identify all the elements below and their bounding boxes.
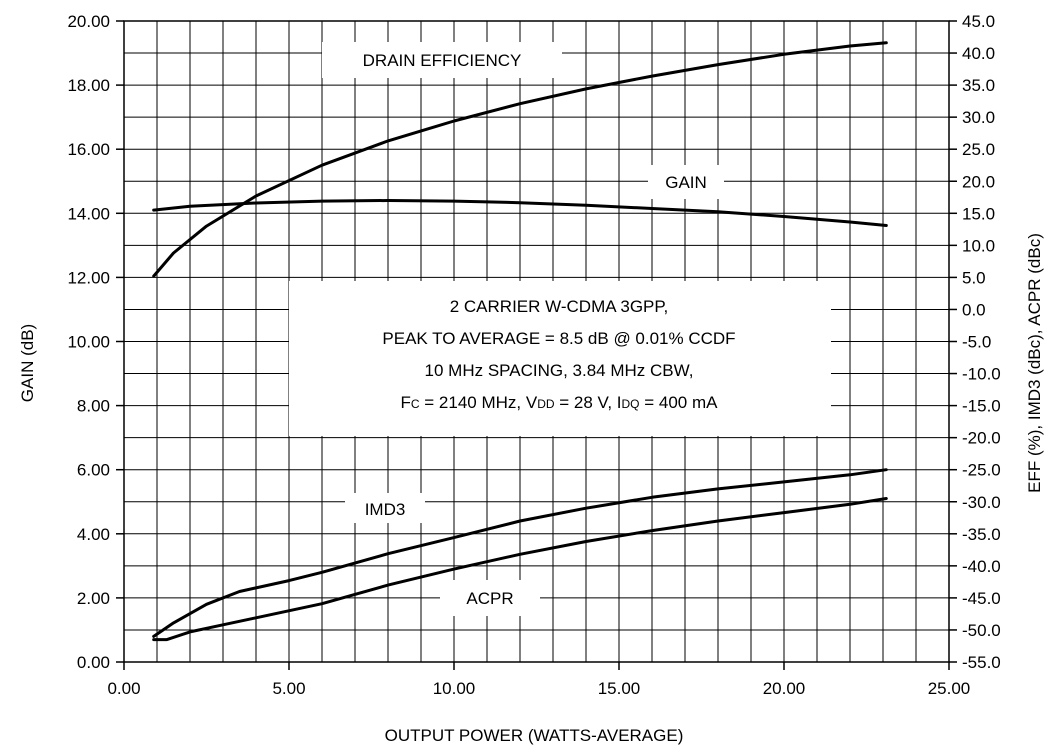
x-tick-label: 5.00 [272,679,305,698]
gain-label: GAIN [665,173,707,192]
gain-line [152,199,888,227]
y2-tick-label: -5.0 [962,333,991,352]
y-tick-label: 4.00 [77,525,110,544]
y-tick-label: 16.00 [67,140,110,159]
y2-tick-label: -20.0 [962,429,1001,448]
fc-value: = 2140 MHz, V [420,393,538,412]
y-tick-label: 18.00 [67,76,110,95]
vdd-value: = 28 V, I [555,393,622,412]
imd3-label-bg [345,493,425,523]
imd3-line [152,468,888,638]
y2-tick-label: 35.0 [962,76,995,95]
y2-tick-label: -15.0 [962,397,1001,416]
y-axis-title: GAIN (dB) [18,324,37,402]
acpr-line [152,497,888,642]
x-tick-label: 0.00 [107,679,140,698]
y2-tick-label: 20.0 [962,172,995,191]
y2-tick-label: -55.0 [962,653,1001,672]
idq-subscript: DQ [622,397,640,411]
y-tick-label: 14.00 [67,204,110,223]
y2-tick-label: 10.0 [962,236,995,255]
x-axis-title: OUTPUT POWER (WATTS-AVERAGE) [385,726,684,745]
ticks: 0.00 2.00 4.00 6.00 8.00 10.00 12.00 14.00 16.00… [67,12,1000,698]
conditions-line-4: FC = 2140 MHz, VDD = 28 V, IDQ = 400 mA [401,393,719,412]
x-tick-label: 15.00 [598,679,641,698]
y-tick-label: 8.00 [77,397,110,416]
y2-tick-label: 15.0 [962,204,995,223]
y2-tick-label: 40.0 [962,44,995,63]
y2-tick-label: 30.0 [962,108,995,127]
conditions-box [289,281,831,436]
idq-value: = 400 mA [640,393,719,412]
drain-efficiency-label-bg [322,42,562,78]
vdd-subscript: DD [537,397,555,411]
y-tick-label: 0.00 [77,653,110,672]
y2-tick-label: -45.0 [962,589,1001,608]
acpr-label: ACPR [466,589,513,608]
fc-symbol: F [401,393,411,412]
y2-tick-label: 25.0 [962,140,995,159]
y-tick-label: 10.00 [67,333,110,352]
conditions-line-1: 2 CARRIER W-CDMA 3GPP, [450,297,669,316]
x-tick-label: 25.00 [928,679,971,698]
x-tick-label: 20.00 [763,679,806,698]
gain-label-bg [648,165,724,199]
y2-tick-label: -35.0 [962,525,1001,544]
y2-tick-label: 5.0 [962,268,986,287]
y2-tick-label: -10.0 [962,365,1001,384]
y2-axis-title: EFF (%), IMD3 (dBc), ACPR (dBc) [1025,233,1044,493]
y-tick-label: 20.00 [67,12,110,31]
acpr-label-bg [440,580,540,616]
imd3-label: IMD3 [365,500,406,519]
y2-tick-label: 0.0 [962,300,986,319]
fc-subscript: C [411,397,420,411]
conditions-line-3: 10 MHz SPACING, 3.84 MHz CBW, [425,361,694,380]
y-tick-label: 12.00 [67,268,110,287]
y-tick-label: 6.00 [77,461,110,480]
conditions-line-2: PEAK TO AVERAGE = 8.5 dB @ 0.01% CCDF [382,329,735,348]
y2-tick-label: 45.0 [962,12,995,31]
y2-tick-label: -25.0 [962,461,1001,480]
series-layer [152,41,888,642]
y2-tick-label: -40.0 [962,557,1001,576]
drain-efficiency-label: DRAIN EFFICIENCY [363,51,522,70]
x-tick-label: 10.00 [433,679,476,698]
y2-tick-label: -30.0 [962,493,1001,512]
drain-efficiency-line [152,41,888,278]
y2-tick-label: -50.0 [962,621,1001,640]
y-tick-label: 2.00 [77,589,110,608]
